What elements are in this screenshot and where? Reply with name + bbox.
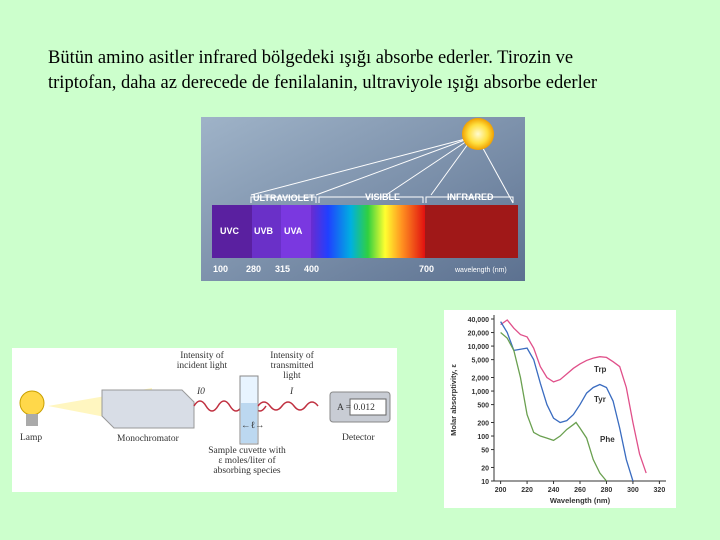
- rays: [250, 136, 514, 204]
- series-line: [500, 332, 607, 482]
- x-axis-label: Wavelength (nm): [550, 496, 611, 505]
- wave: [257, 401, 319, 411]
- y-tick-label: 10,000: [468, 344, 490, 351]
- path-length: ←ℓ→: [241, 421, 265, 431]
- lamp-label: Lamp: [20, 433, 42, 443]
- band: [252, 205, 281, 258]
- text-line: Bütün amino asitler infrared bölgedeki ı…: [48, 48, 574, 68]
- region-label: ULTRAVIOLET: [253, 193, 315, 203]
- monochromator-label: Monochromator: [117, 434, 180, 444]
- x-tick-label: 260: [574, 487, 586, 494]
- scale-label: 315: [275, 264, 290, 274]
- series-label: Trp: [594, 365, 607, 374]
- band: [212, 205, 252, 258]
- series-label: Tyr: [594, 395, 606, 404]
- y-tick-label: 500: [477, 403, 489, 410]
- cuvette-label: Sample cuvette with ε moles/liter of abs…: [208, 446, 286, 476]
- transmitted-symbol: I: [289, 387, 294, 397]
- detector-label: Detector: [342, 433, 376, 443]
- x-tick-label: 300: [627, 487, 639, 494]
- band: [425, 205, 518, 258]
- x-tick-label: 320: [654, 487, 666, 494]
- spectrum-figure: ULTRAVIOLET VISIBLE INFRARED UVC UVB UVA…: [201, 117, 525, 281]
- band-label: UVA: [284, 226, 303, 236]
- y-tick-label: 50: [481, 448, 489, 455]
- y-tick-label: 2,000: [471, 376, 489, 383]
- x-tick-label: 220: [521, 487, 533, 494]
- background: [444, 310, 676, 508]
- y-tick-label: 1,000: [471, 389, 489, 396]
- incident-label: Intensity of incident light: [176, 351, 228, 371]
- instrument-figure: A = 0.012 Intensity of incident light I0…: [12, 348, 397, 492]
- sun: [462, 118, 494, 150]
- region-label: VISIBLE: [365, 192, 400, 202]
- y-tick-label: 200: [477, 420, 489, 427]
- series-label: Phe: [600, 435, 615, 444]
- lamp-bulb: [19, 390, 45, 416]
- scale-label: 100: [213, 264, 228, 274]
- incident-symbol: I0: [196, 387, 205, 397]
- y-tick-label: 5,000: [471, 358, 489, 365]
- transmitted-label: Intensity of transmitted light: [270, 351, 314, 381]
- scale-label: 400: [304, 264, 319, 274]
- x-tick-label: 280: [601, 487, 613, 494]
- band: [311, 205, 425, 258]
- y-tick-label: 20: [481, 465, 489, 472]
- band-label: UVC: [220, 226, 240, 236]
- series-line: [500, 321, 634, 482]
- lamp-base: [26, 414, 38, 426]
- text-line: triptofan, daha az derecede de fenilalan…: [48, 73, 598, 93]
- y-tick-label: 100: [477, 434, 489, 441]
- region-label: INFRARED: [447, 192, 494, 202]
- y-tick-label: 20,000: [468, 331, 490, 338]
- reading: A = 0.012: [337, 403, 375, 413]
- sample: [241, 403, 257, 443]
- display: [349, 398, 387, 416]
- scale-unit: wavelength (nm): [454, 267, 507, 274]
- band-label: UVB: [254, 226, 274, 236]
- x-tick-label: 240: [548, 487, 560, 494]
- scale-label: 280: [246, 264, 261, 274]
- y-tick-label: 10: [481, 479, 489, 486]
- absorbance-chart: 10 20 50 100 200 500 1,000 2,000 5,000 10,000 20,0…: [444, 310, 676, 508]
- band: [281, 205, 311, 258]
- y-axis-label: Molar absorptivity, ε: [449, 364, 458, 436]
- monochromator: [101, 389, 195, 429]
- series-line: [500, 319, 647, 474]
- scale-label: 700: [419, 264, 434, 274]
- x-tick-label: 200: [495, 487, 507, 494]
- y-tick-label: 40,000: [468, 317, 490, 324]
